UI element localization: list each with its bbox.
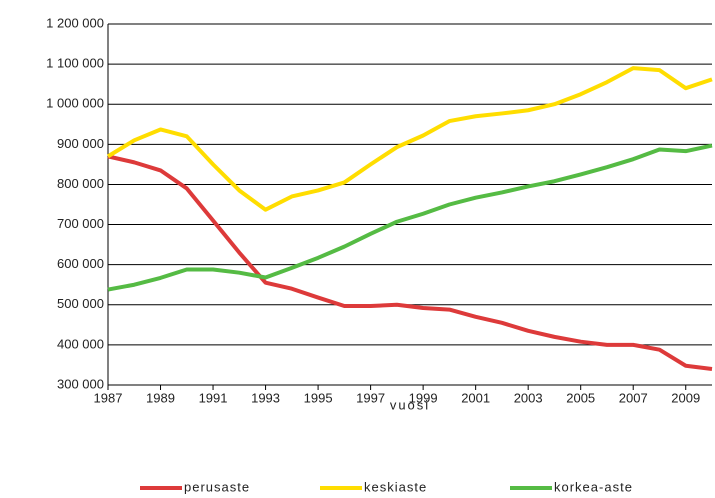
x-tick-label: 1995 [304, 390, 333, 405]
x-tick-label: 1987 [94, 390, 123, 405]
line [106, 66, 713, 212]
x-axis-label: vuosi [390, 397, 430, 412]
x-tick-label: 1999 [409, 390, 438, 405]
line [107, 143, 713, 292]
x-tick-label: 2007 [619, 390, 648, 405]
x-tick-label: 2009 [671, 390, 700, 405]
y-tick-label: 800 000 [57, 176, 104, 191]
x-tick-label: 1997 [356, 390, 385, 405]
y-tick-label: 1 000 000 [46, 96, 104, 111]
legend-label: keskiaste [364, 479, 427, 494]
x-tick-label: 2003 [514, 390, 543, 405]
y-tick-label: 900 000 [57, 136, 104, 151]
legend-label: perusaste [184, 479, 250, 494]
y-tick-label: 500 000 [57, 296, 104, 311]
x-tick-label: 1993 [251, 390, 280, 405]
y-tick-label: 600 000 [57, 256, 104, 271]
x-tick-label: 1991 [199, 390, 228, 405]
legend-label: korkea-aste [554, 479, 633, 494]
y-tick-label: 1 100 000 [46, 56, 104, 71]
y-tick-label: 1 200 000 [46, 15, 104, 30]
line [107, 154, 713, 371]
y-tick-label: 400 000 [57, 336, 104, 351]
x-tick-label: 2001 [461, 390, 490, 405]
y-tick-label: 700 000 [57, 216, 104, 231]
y-tick-label: 300 000 [57, 376, 104, 391]
x-tick-label: 1989 [146, 390, 175, 405]
x-tick-label: 2005 [566, 390, 595, 405]
